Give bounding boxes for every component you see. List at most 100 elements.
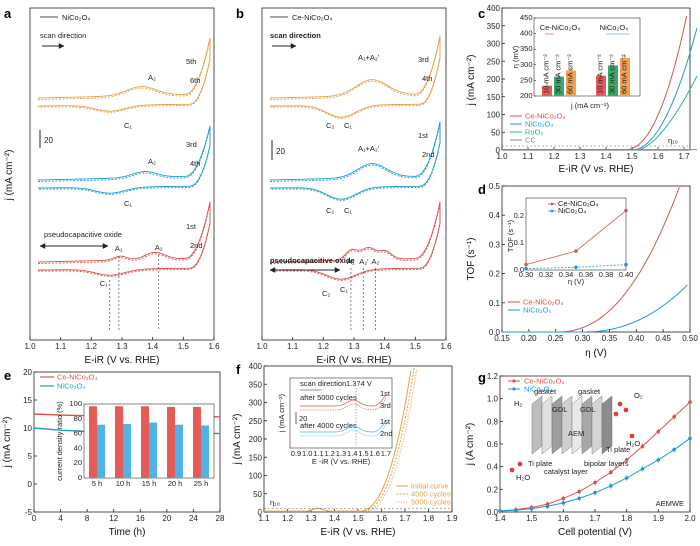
panel-d-xtick-label: 0.20 [521, 334, 537, 343]
panel-g-schematic-bubble-4 [517, 461, 523, 467]
panel-f-inset-xtick-label: 1.6 [370, 449, 380, 458]
panel-e-inset-bar-1-1 [123, 423, 131, 478]
panel-b-label: b [236, 6, 244, 21]
panel-a-cycle12-curve-solid [37, 201, 211, 276]
panel-c-inset-ylabel: η (mV) [511, 45, 520, 68]
panel-c-eta-label: η₁₀ [668, 136, 678, 145]
panel-c-ytick-label: 250 [487, 57, 501, 66]
panel-g-schematic-gasket-1: gasket [534, 387, 557, 396]
panel-g-schematic-bubble-5 [629, 433, 635, 439]
panel-e-inset-bar-3-0 [167, 406, 175, 478]
panel-c-inset-bar-1-2 [620, 57, 630, 96]
panel-f-xtick-label: 1.3 [305, 514, 317, 523]
panel-b-xtick-label: 1.0 [256, 342, 268, 351]
panel-b-C2-bot: C₂ [322, 289, 330, 298]
panel-f-label: f [236, 362, 241, 377]
panel-a-cycle34-curve-dashed [37, 127, 211, 195]
panel-a-xtick-label: 1.6 [208, 342, 220, 351]
panel-c-inset-ytick-label: 200 [520, 91, 533, 100]
panel-d-inset-ytick-label: 0.0 [514, 265, 524, 274]
panel-e-ytick-label: 15 [23, 396, 32, 405]
panel-f-inset-xtick-label: 1.4 [347, 449, 357, 458]
panel-e-inset-bar-0-0 [89, 406, 97, 478]
panel-b-pseudo-arrowhead-r [334, 267, 341, 273]
panel-g-xtick-label: 1.7 [589, 514, 601, 523]
panel-a-C1-label: C₁ [100, 279, 108, 288]
panel-e-inset-bar-3-1 [175, 424, 183, 478]
panel-g-corner-label: AEMWE [656, 499, 684, 508]
panel-d-xtick-label: 0.40 [628, 334, 644, 343]
panel-a-pseudo-label: pseudocapacitive oxide [44, 230, 122, 239]
panel-g-schematic-ti-plate-1: Ti plate [528, 459, 552, 468]
panel-c-inset-ytick-label: 250 [520, 75, 533, 84]
panel-e-ylabel: j (mA cm⁻²) [2, 417, 13, 469]
panel-e-inset-ytick-label: 40 [74, 443, 82, 452]
panel-f-inset-scalebar-label: 20 [299, 414, 307, 423]
panel-b-cycle56-curve-dashed [269, 37, 441, 119]
panel-a-cycle34-label-dashed: 4th [190, 159, 200, 168]
panel-a-xtick-label: 1.3 [116, 342, 128, 351]
panel-b-cycle34-curve-dashed [269, 123, 441, 201]
panel-c-inset-ytick-label: 300 [520, 60, 533, 69]
panel-g-xlabel: Cell potential (V) [558, 527, 632, 538]
panel-e-label: e [4, 368, 11, 383]
panel-a-pseudo-arrowhead-l [39, 243, 46, 249]
panel-c-inset-ytick-label: 350 [520, 44, 533, 53]
panel-d-ytick-label: 0.1 [489, 299, 501, 308]
panel-b-A2p-label: A₂' [359, 257, 369, 266]
panel-a-label: a [4, 6, 12, 21]
panel-e-inset-bar-1-0 [115, 406, 123, 478]
panel-a-A2-mid: A₂ [148, 157, 156, 166]
panel-a-cycle12-curve-dashed [37, 203, 211, 277]
panel-a-xtick-label: 1.1 [55, 342, 67, 351]
panel-c-xtick-label: 1.4 [600, 152, 612, 161]
panel-f-inset-xtick-label: 1.1 [313, 449, 323, 458]
panel-c-ytick-label: 150 [487, 93, 501, 102]
panel-d-inset-frame [525, 197, 627, 271]
panel-e-legend-entry-0: Ce-NiCo₂O₄ [57, 373, 98, 382]
panel-f-ylabel: j (mA cm⁻²) [232, 414, 243, 466]
panel-a-scalebar-label: 20 [44, 136, 53, 145]
panel-c-inset-group-label-0: Ce-NiCo₂O₄ [540, 23, 581, 32]
panel-e-ytick-label: 20 [23, 368, 32, 377]
panel-c-legend-entry-0: Ce-NiCo₂O₄ [525, 112, 566, 121]
panel-d-inset-ylabel: TOF (s⁻¹) [506, 219, 515, 252]
panel-a-cycle12-label-dashed: 2nd [190, 241, 203, 250]
panel-c-inset-bar-1-1 [608, 65, 618, 96]
panel-g-schematic-gasket-2: gasket [578, 387, 601, 396]
panel-a-cycle34-curve-solid [37, 125, 211, 194]
panel-g-schematic-gdl-2: GDL [580, 405, 595, 414]
panel-g-schematic-h2o-2: H₂O [626, 439, 640, 448]
panel-e-inset-ytick-label: 60 [74, 429, 82, 438]
panel-a-A1-label: A₁ [115, 244, 123, 253]
panel-c-ytick-label: 50 [491, 128, 500, 137]
panel-e-xtick-label: 16 [136, 514, 145, 523]
panel-b-A2-label: A₂ [371, 257, 379, 266]
panel-f-xtick-label: 1.4 [329, 514, 341, 523]
panel-c-inset-bar-0-0 [542, 85, 552, 96]
panel-f-inset-frame [289, 377, 393, 449]
panel-c-xlabel: E-iR (V vs. RHE) [559, 164, 634, 175]
panel-e-inset-category-0: 5 h [92, 479, 102, 488]
panel-d-inset-legend-entry-1: NiCo₂O₄ [558, 206, 586, 215]
panel-a-cycle56-curve-solid [37, 37, 211, 112]
panel-d-inset-ytick-label: 0.2 [514, 211, 524, 220]
panel-f-inset-after4000-label: after 4000 cycles [300, 421, 357, 430]
panel-g-schematic-ti-plate-2: Ti plate [606, 445, 630, 454]
panel-g-schematic-bubble-0 [617, 401, 623, 407]
panel-e-xtick-label: 12 [109, 514, 118, 523]
panel-c-xtick-label: 1.7 [678, 152, 690, 161]
panel-f-inset-scan-label: scan direction [300, 379, 346, 388]
panel-a-cycle12-label-solid: 1st [186, 222, 197, 231]
panel-g-xtick-label: 1.8 [621, 514, 633, 523]
panel-c-inset-bar-label-0-1: 30 mA cm⁻² [554, 54, 563, 94]
panel-g-schematic-o2: O₂ [634, 391, 643, 400]
panel-f-inset-xlabel: E -iR (V vs. RHE) [312, 457, 371, 466]
panel-a-xtick-label: 1.0 [24, 342, 36, 351]
panel-d-inset-xtick-label: 0.40 [619, 270, 634, 279]
panel-c-ytick-label: 300 [487, 40, 501, 49]
panel-g-ytick-label: 0.8 [487, 417, 499, 426]
panel-g-schematic-h2o-1: H₂O [516, 473, 530, 482]
panel-e-ytick-label: 10 [23, 424, 32, 433]
